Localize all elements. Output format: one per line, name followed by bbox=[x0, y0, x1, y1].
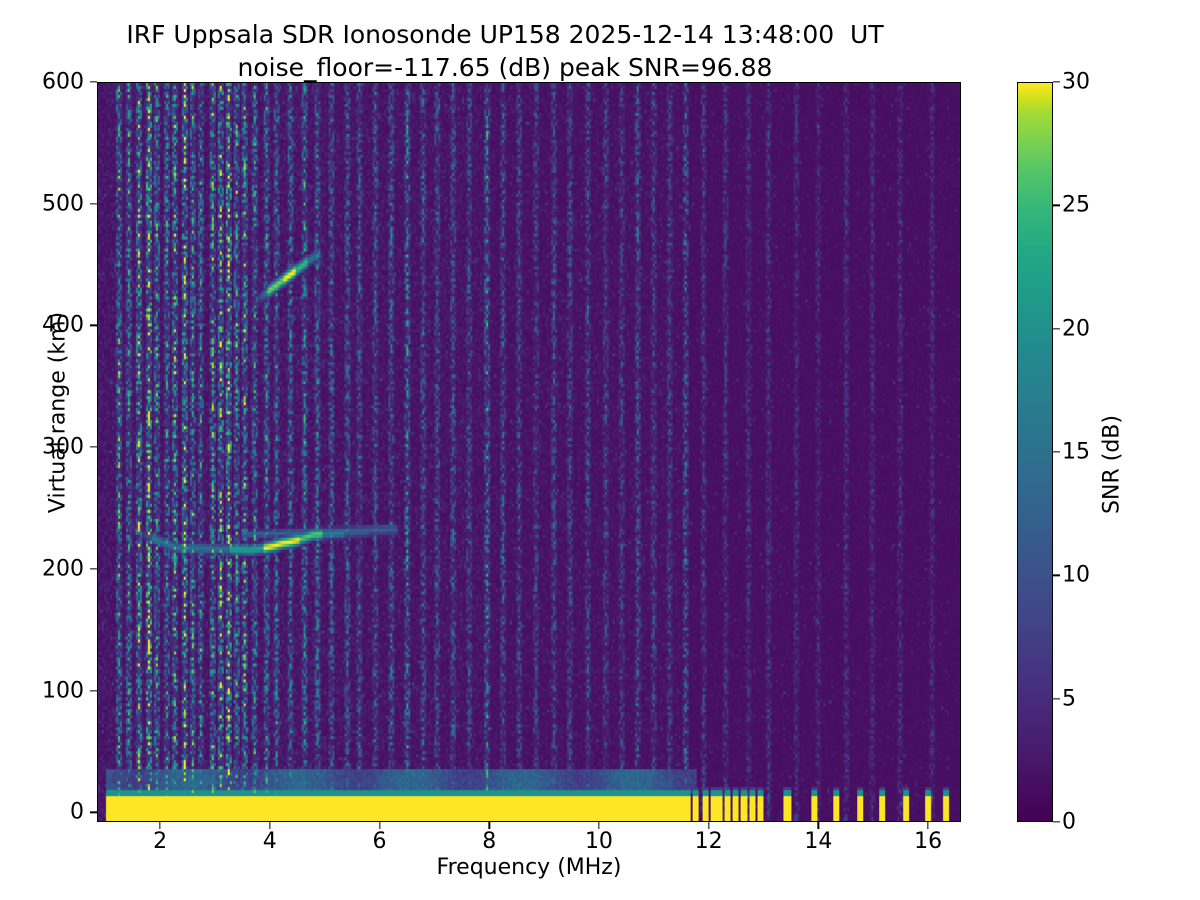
y-tick-mark bbox=[90, 203, 97, 205]
colorbar-tick-mark bbox=[1053, 821, 1060, 823]
y-tick-label: 200 bbox=[42, 556, 84, 582]
x-axis-label: Frequency (MHz) bbox=[436, 855, 622, 880]
colorbar-tick-mark bbox=[1053, 204, 1060, 206]
x-tick-label: 14 bbox=[804, 829, 833, 854]
colorbar-tick-label: 10 bbox=[1062, 562, 1090, 588]
colorbar-tick-label: 15 bbox=[1062, 439, 1090, 465]
x-tick-label: 16 bbox=[914, 829, 943, 854]
x-tick-label: 12 bbox=[694, 829, 723, 854]
x-tick-label: 6 bbox=[372, 829, 387, 854]
colorbar-tick-label: 5 bbox=[1062, 686, 1076, 712]
figure-title: IRF Uppsala SDR Ionosonde UP158 2025-12-… bbox=[0, 18, 1010, 84]
colorbar-tick-mark bbox=[1053, 451, 1060, 453]
y-tick-mark bbox=[90, 324, 97, 327]
colorbar-tick-label: 0 bbox=[1062, 809, 1076, 835]
y-tick-mark bbox=[90, 568, 97, 570]
x-tick-mark bbox=[817, 822, 820, 829]
x-tick-label: 4 bbox=[262, 829, 277, 854]
ionogram-heatmap-canvas bbox=[98, 83, 960, 821]
colorbar-gradient bbox=[1017, 82, 1053, 822]
x-tick-label: 2 bbox=[153, 829, 168, 854]
x-tick-mark bbox=[708, 822, 710, 829]
y-tick-label: 500 bbox=[42, 191, 84, 217]
y-tick-mark bbox=[90, 81, 97, 83]
x-tick-mark bbox=[488, 822, 490, 829]
x-tick-label: 10 bbox=[584, 829, 613, 854]
ionogram-plot-area[interactable] bbox=[97, 82, 961, 822]
colorbar-tick-mark bbox=[1053, 81, 1060, 83]
x-tick-mark bbox=[269, 822, 271, 829]
colorbar-tick-mark bbox=[1053, 574, 1060, 576]
colorbar-tick-mark bbox=[1053, 698, 1060, 700]
y-tick-label: 300 bbox=[42, 434, 84, 460]
colorbar-tick-label: 30 bbox=[1062, 69, 1090, 95]
x-tick-mark bbox=[378, 822, 381, 829]
y-tick-label: 600 bbox=[42, 69, 84, 95]
y-axis-label: Virtual range (km) bbox=[45, 311, 71, 514]
x-tick-mark bbox=[927, 822, 929, 829]
y-tick-mark bbox=[90, 811, 97, 813]
title-line-2: noise_floor=-117.65 (dB) peak SNR=96.88 bbox=[237, 53, 773, 82]
x-tick-mark bbox=[598, 822, 600, 829]
colorbar-label: SNR (dB) bbox=[1099, 415, 1125, 514]
y-tick-label: 0 bbox=[70, 799, 84, 825]
x-tick-mark bbox=[159, 822, 161, 829]
colorbar-tick-label: 20 bbox=[1062, 316, 1090, 342]
y-tick-mark bbox=[90, 689, 97, 692]
y-tick-label: 100 bbox=[42, 678, 84, 704]
x-tick-label: 8 bbox=[482, 829, 497, 854]
y-tick-mark bbox=[90, 446, 97, 448]
title-line-1: IRF Uppsala SDR Ionosonde UP158 2025-12-… bbox=[126, 20, 884, 49]
colorbar-tick-label: 25 bbox=[1062, 192, 1090, 218]
colorbar-tick-mark bbox=[1053, 328, 1060, 330]
y-tick-label: 400 bbox=[42, 312, 84, 338]
